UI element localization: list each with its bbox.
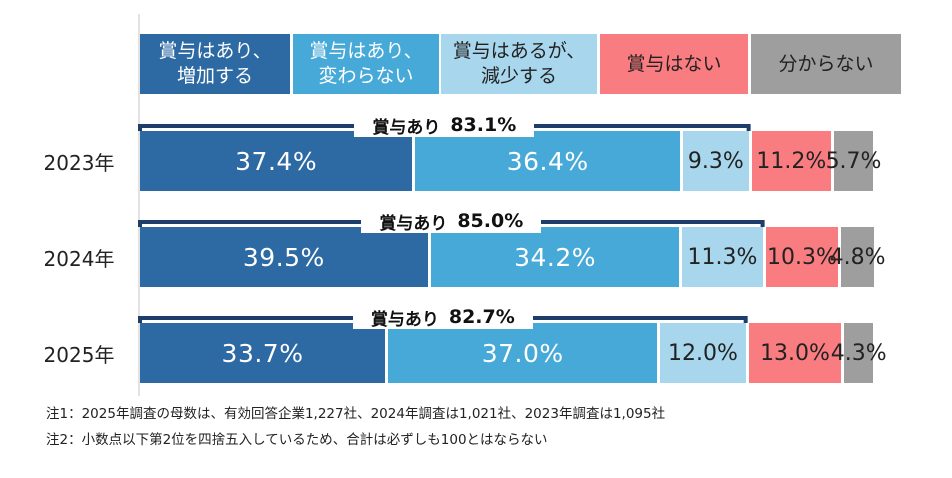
note-2: 注2：小数点以下第2位を四捨五入しているため、合計は必ずしも100とはならない [46, 432, 548, 448]
bar-segment: 36.4% [415, 131, 681, 191]
total-label-value: 83.1% [450, 114, 517, 136]
total-label: 賞与あり 82.7% [352, 305, 533, 330]
note-1: 注1：2025年調査の母数は、有効回答企業1,227社、2024年調査は1,02… [46, 406, 666, 422]
bar-segment: 33.7% [140, 323, 386, 383]
bar-segment: 11.2% [751, 131, 832, 191]
bar-segment: 39.5% [140, 227, 428, 287]
total-label-text: 賞与あり [372, 117, 441, 138]
legend-item-4: 賞与はない [600, 34, 748, 94]
bar-segment: 10.3% [765, 227, 839, 287]
total-label-text: 賞与あり [379, 213, 448, 234]
y-tick-label: 2024年 [43, 246, 115, 271]
bar-segment: 4.3% [831, 323, 887, 383]
bar-segment: 37.4% [140, 131, 413, 191]
total-label-text: 賞与あり [370, 309, 439, 330]
total-label: 賞与あり 85.0% [361, 209, 542, 234]
bar-segment: 11.3% [682, 227, 763, 287]
y-tick-label: 2025年 [43, 342, 115, 367]
total-label-value: 85.0% [457, 210, 524, 232]
bar-segment: 34.2% [430, 227, 680, 287]
legend-item-2: 賞与はあり、 変わらない [293, 34, 439, 94]
bar-segment: 5.7% [826, 131, 881, 191]
y-tick-label: 2023年 [43, 150, 115, 175]
bar-segment: 13.0% [748, 323, 842, 383]
legend-item-1: 賞与はあり、 増加する [140, 34, 290, 94]
bar-segment: 37.0% [388, 323, 658, 383]
bar-segment: 4.8% [830, 227, 886, 287]
total-label: 賞与あり 83.1% [354, 113, 535, 138]
legend-item-3: 賞与はあるが、 減少する [441, 34, 597, 94]
legend-item-5: 分からない [751, 34, 901, 94]
total-label-value: 82.7% [448, 306, 515, 328]
bar-segment: 12.0% [660, 323, 746, 383]
bar-segment: 9.3% [683, 131, 749, 191]
